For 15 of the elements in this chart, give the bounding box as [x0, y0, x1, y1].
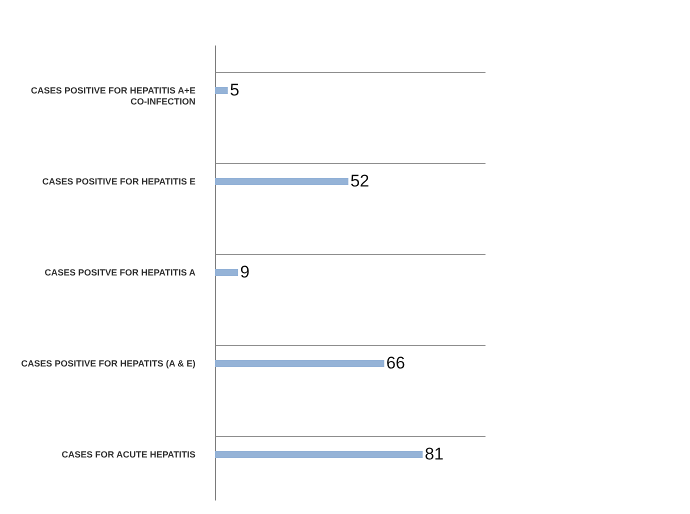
bar [215, 178, 348, 185]
data-label: 52 [350, 172, 370, 190]
bar [215, 87, 228, 94]
y-tick-label: CASES POSITVE FOR HEPATITIS A [44, 268, 196, 278]
data-label: 66 [386, 354, 406, 372]
data-label: 5 [230, 80, 240, 100]
y-tick-label: CASES POSITIVE FOR HEPATITIS A+E CO-INFECTION [30, 86, 196, 106]
y-tick-label: CASES POSITIVE FOR HEPATITS (A & E) [21, 358, 196, 368]
bar [215, 360, 384, 367]
y-tick-label: CASES POSITIVE FOR HEPATITIS E [42, 176, 196, 186]
bar [215, 451, 423, 458]
bar [215, 269, 238, 276]
y-tick-label: CASES FOR ACUTE HEPATITIS [62, 450, 196, 460]
data-label: 9 [240, 262, 250, 282]
data-label: 81 [424, 444, 444, 464]
